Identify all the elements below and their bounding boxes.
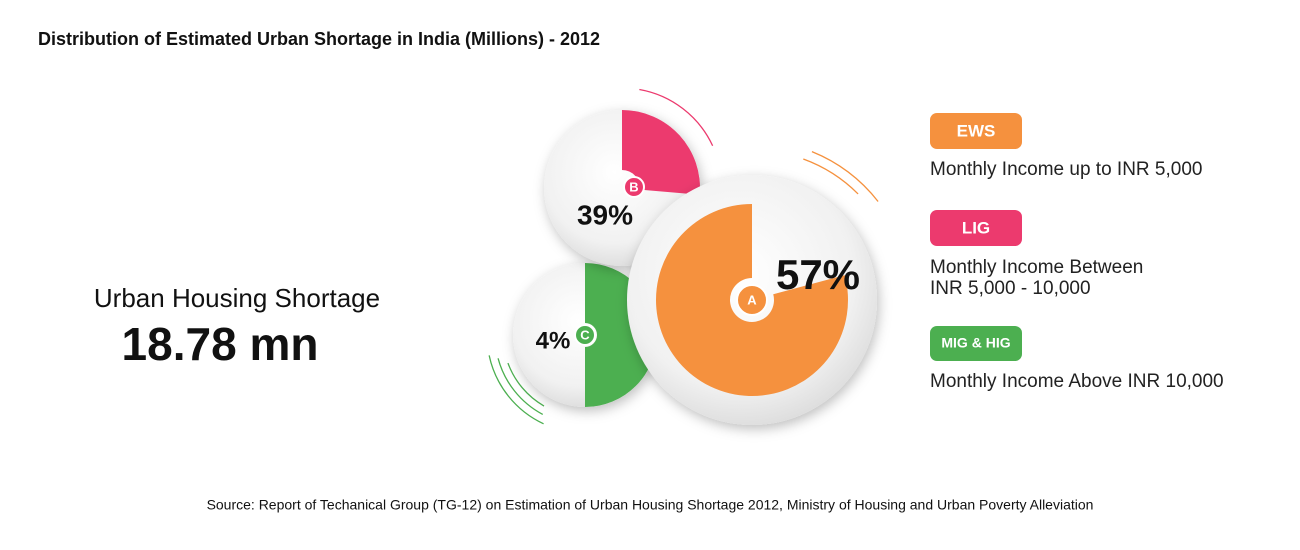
circle-a: A 57% <box>627 175 877 425</box>
legend-tag <box>930 113 1022 149</box>
badge-label: A <box>747 292 757 307</box>
legend-description: Monthly Income Between <box>930 257 1143 278</box>
badge <box>736 284 768 316</box>
summary-label: Urban Housing Shortage <box>94 283 380 313</box>
decor-arc <box>811 151 879 202</box>
legend-description: INR 5,000 - 10,000 <box>930 278 1091 299</box>
legend-tag-label: MIG & HIG <box>941 335 1010 351</box>
badge <box>623 176 645 198</box>
badge <box>574 324 596 346</box>
legend-description: Monthly Income Above INR 10,000 <box>930 371 1224 392</box>
decor-arc <box>507 362 545 407</box>
decor-arc <box>488 355 544 425</box>
source: Source: Report of Techanical Group (TG-1… <box>207 497 1094 513</box>
badge-label: B <box>629 179 638 194</box>
decor-arc <box>497 358 544 416</box>
percent: 39% <box>577 199 633 230</box>
legend-description: Monthly Income up to INR 5,000 <box>930 159 1202 180</box>
legend-tag-label: LIG <box>962 218 990 237</box>
decor-arc <box>639 88 714 147</box>
badge-label: C <box>580 327 590 342</box>
percent: 57% <box>776 251 860 298</box>
legend-tag-label: EWS <box>957 121 996 140</box>
legend-tag <box>930 326 1022 361</box>
legend-tag <box>930 210 1022 246</box>
wedge <box>656 204 848 397</box>
percent: 4% <box>536 327 571 354</box>
title: Distribution of Estimated Urban Shortage… <box>38 29 600 49</box>
wedge <box>622 110 700 195</box>
summary-value: 18.78 mn <box>122 318 319 370</box>
decor-arc <box>803 158 859 195</box>
